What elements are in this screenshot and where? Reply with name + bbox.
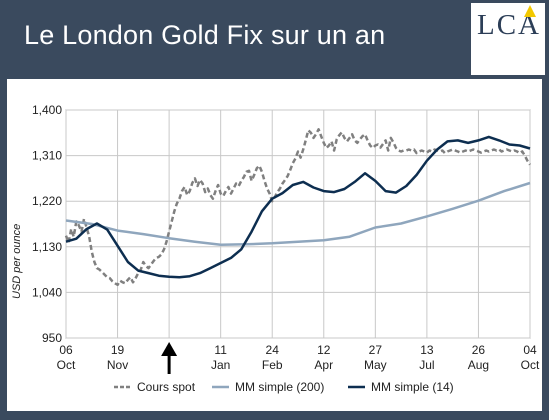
y-tick-label: 1,220 — [32, 194, 62, 208]
x-tick-day: 06 — [59, 343, 73, 357]
x-tick-month: Apr — [314, 358, 333, 372]
y-tick-label: 1,400 — [32, 103, 62, 117]
legend-label: MM simple (14) — [371, 380, 454, 394]
x-tick-day: 27 — [369, 343, 383, 357]
legend-label: Cours spot — [137, 380, 196, 394]
x-tick-day: 12 — [317, 343, 331, 357]
x-tick-day: 11 — [214, 343, 227, 357]
legend-label: MM simple (200) — [235, 380, 324, 394]
x-tick-month: Oct — [521, 358, 540, 372]
x-tick-day: 13 — [420, 343, 434, 357]
y-tick-label: 1,040 — [32, 285, 62, 299]
series-line-cours-spot — [64, 128, 532, 287]
y-tick-label: 1,310 — [32, 149, 62, 163]
x-tick-day: 19 — [111, 343, 125, 357]
x-tick-month: Oct — [57, 358, 76, 372]
series-line-mm-simple-200 — [65, 181, 531, 247]
x-tick-month: Jul — [419, 358, 434, 372]
x-tick-day: 04 — [523, 343, 537, 357]
x-tick-month: May — [364, 358, 387, 372]
page-title: Le London Gold Fix sur un an — [24, 20, 386, 50]
lca-logo: LCA — [471, 3, 545, 75]
logo-accent-icon — [524, 5, 536, 17]
x-tick-day: 24 — [266, 343, 280, 357]
y-tick-label: 1,130 — [32, 240, 62, 254]
arrow-up-icon — [161, 342, 178, 356]
x-tick-month: Feb — [262, 358, 283, 372]
series-line-mm-simple-14 — [65, 135, 531, 279]
plot-area — [65, 109, 531, 339]
x-tick-month: Aug — [468, 358, 489, 372]
y-tick-label: 950 — [42, 331, 62, 345]
x-tick-day: 26 — [472, 343, 486, 357]
x-tick-month: Nov — [107, 358, 128, 372]
x-tick-month: Jan — [211, 358, 230, 372]
